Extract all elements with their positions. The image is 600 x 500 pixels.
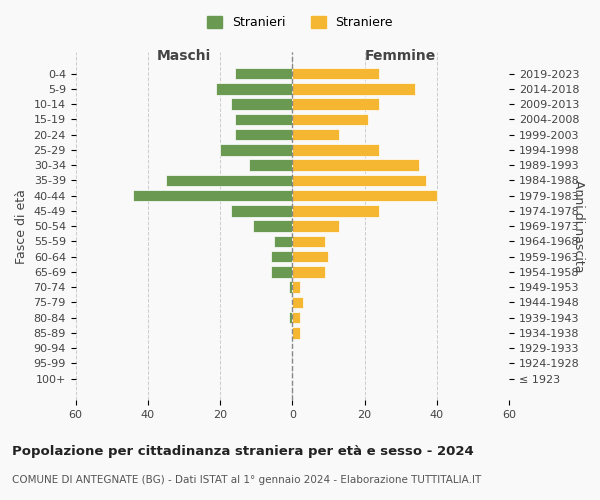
Bar [235, 114, 292, 125]
Bar [289, 312, 292, 324]
Bar [220, 144, 292, 156]
Bar [292, 98, 379, 110]
Text: COMUNE DI ANTEGNATE (BG) - Dati ISTAT al 1° gennaio 2024 - Elaborazione TUTTITAL: COMUNE DI ANTEGNATE (BG) - Dati ISTAT al… [12, 475, 481, 485]
Bar [271, 266, 292, 278]
Y-axis label: Fasce di età: Fasce di età [15, 188, 28, 264]
Bar [292, 251, 328, 262]
Bar [166, 174, 292, 186]
Bar [292, 83, 415, 94]
Bar [292, 282, 299, 293]
Bar [231, 98, 292, 110]
Bar [249, 160, 292, 171]
Bar [289, 282, 292, 293]
Text: Maschi: Maschi [157, 49, 211, 63]
Bar [274, 236, 292, 247]
Bar [292, 205, 379, 216]
Bar [292, 160, 419, 171]
Bar [292, 114, 368, 125]
Legend: Stranieri, Straniere: Stranieri, Straniere [202, 11, 398, 34]
Bar [292, 174, 426, 186]
Text: Popolazione per cittadinanza straniera per età e sesso - 2024: Popolazione per cittadinanza straniera p… [12, 445, 474, 458]
Bar [292, 266, 325, 278]
Bar [253, 220, 292, 232]
Bar [292, 190, 437, 202]
Bar [292, 296, 303, 308]
Bar [292, 312, 299, 324]
Bar [231, 205, 292, 216]
Bar [292, 327, 299, 338]
Bar [235, 68, 292, 80]
Bar [292, 68, 379, 80]
Bar [271, 251, 292, 262]
Bar [133, 190, 292, 202]
Text: Femmine: Femmine [365, 49, 436, 63]
Bar [292, 144, 379, 156]
Bar [292, 129, 339, 140]
Bar [292, 220, 339, 232]
Bar [235, 129, 292, 140]
Y-axis label: Anni di nascita: Anni di nascita [572, 180, 585, 272]
Bar [217, 83, 292, 94]
Bar [292, 236, 325, 247]
